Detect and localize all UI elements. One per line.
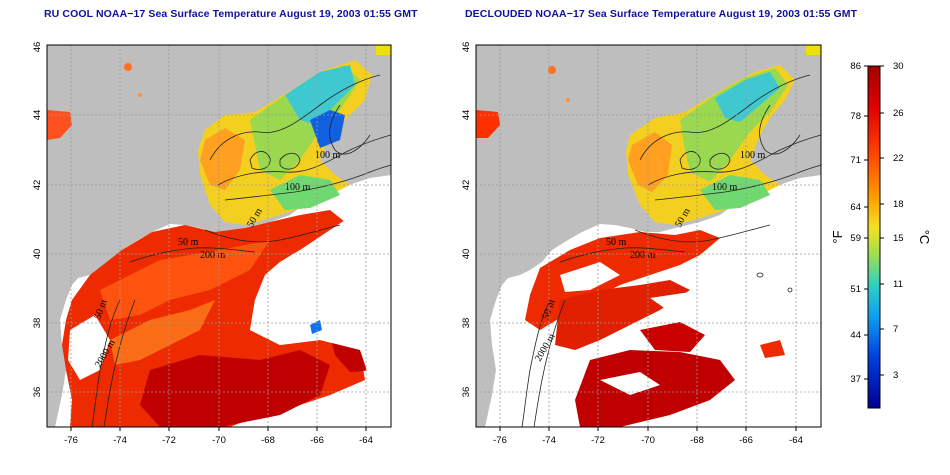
right-contour-label-100m-a: 100 m <box>740 150 766 161</box>
left-cloud-sw <box>68 315 110 380</box>
celsius-tick-label: 30 <box>893 61 904 72</box>
left-cloud-east <box>250 195 391 427</box>
left-graticule <box>47 45 391 427</box>
left-shelf-orange <box>200 128 245 190</box>
left-y-tick-label: 36 <box>32 387 43 398</box>
celsius-tick-label: 22 <box>893 153 904 164</box>
celsius-tick-label: 3 <box>893 370 898 381</box>
right-x-tick-labels: -76 -74 -72 -70 -68 -66 -64 <box>493 435 803 446</box>
colorbar: 86 78 71 64 59 51 44 37 30 26 22 18 15 1… <box>830 61 932 409</box>
fahrenheit-unit-label: °F <box>830 230 845 243</box>
colorbar-ticks <box>864 65 884 380</box>
colorbar-fahrenheit-labels: 86 78 71 64 59 51 44 37 <box>850 61 861 385</box>
right-x-tick-label: -66 <box>739 435 753 446</box>
right-deep-red-2 <box>640 322 705 352</box>
right-clear-patch-1 <box>560 262 620 292</box>
right-deep-red <box>575 350 735 427</box>
left-x-tick-label: -76 <box>64 435 78 446</box>
fahrenheit-tick-label: 78 <box>850 111 861 122</box>
right-dot-1 <box>548 66 556 74</box>
right-contour-label-100m-b: 100 m <box>712 182 738 193</box>
right-y-tick-label: 44 <box>461 110 472 121</box>
left-contour-label-100m-a: 100 m <box>315 150 341 161</box>
left-map-title: RU COOL NOAA−17 Sea Surface Temperature … <box>44 8 418 20</box>
celsius-tick-label: 26 <box>893 108 904 119</box>
right-contour-label-50m-b: 50 m <box>606 237 627 248</box>
left-warm-water-light <box>100 240 270 320</box>
right-map-title: DECLOUDED NOAA−17 Sea Surface Temperatur… <box>465 8 858 20</box>
celsius-tick-label: 7 <box>893 324 898 335</box>
right-dot-2 <box>566 98 570 102</box>
right-graticule <box>476 45 821 427</box>
left-shelf-cyan <box>285 65 355 125</box>
colorbar-celsius-labels: 30 26 22 18 15 11 7 3 <box>893 61 904 381</box>
left-orange-streaks <box>110 300 215 365</box>
right-x-tick-label: -74 <box>542 435 556 446</box>
right-bathymetry-contours <box>521 74 821 427</box>
fahrenheit-tick-label: 51 <box>850 284 861 295</box>
right-x-tick-label: -68 <box>690 435 704 446</box>
celsius-unit-label: °C <box>917 230 932 245</box>
right-y-tick-label: 38 <box>461 318 472 329</box>
fahrenheit-tick-label: 86 <box>850 61 861 72</box>
fahrenheit-tick-label: 64 <box>850 202 861 213</box>
right-shelf-cyan <box>715 72 780 122</box>
left-y-tick-label: 42 <box>32 180 43 191</box>
left-bay-green <box>270 175 340 210</box>
left-x-tick-label: -74 <box>113 435 127 446</box>
left-x-tick-labels: -76 -74 -72 -70 -68 -66 -64 <box>64 435 373 446</box>
fahrenheit-tick-label: 71 <box>850 155 861 166</box>
left-deep-red-patch <box>140 350 330 427</box>
left-contour-label-200m: 200 m <box>200 250 226 261</box>
right-x-axis <box>499 427 797 431</box>
left-shelf-blue <box>310 110 345 148</box>
left-blue-speck <box>310 320 322 334</box>
left-y-tick-label: 38 <box>32 318 43 329</box>
right-x-tick-label: -70 <box>641 435 655 446</box>
celsius-tick-label: 11 <box>893 279 903 290</box>
left-dot-1 <box>124 63 132 71</box>
right-y-tick-label: 46 <box>461 42 472 53</box>
left-x-tick-label: -66 <box>310 435 324 446</box>
celsius-tick-label: 18 <box>893 199 904 210</box>
right-clear-patch-3 <box>600 372 660 395</box>
right-x-tick-label: -64 <box>789 435 803 446</box>
fahrenheit-tick-label: 59 <box>850 233 861 244</box>
right-contour-label-200m: 200 m <box>630 250 656 261</box>
right-corner-yellow <box>806 45 821 55</box>
right-y-tick-labels: 36 38 40 42 44 46 <box>461 42 472 398</box>
left-island-patch <box>47 110 72 140</box>
right-y-tick-label: 36 <box>461 387 472 398</box>
right-y-tick-label: 42 <box>461 180 472 191</box>
right-clear-patch-2 <box>650 292 700 312</box>
right-left-island-patch <box>476 110 500 138</box>
right-map-panel: 100 m 100 m 50 m 50 m 200 m 50 m 2000 m <box>476 45 821 427</box>
left-x-tick-label: -72 <box>162 435 176 446</box>
right-x-tick-label: -76 <box>493 435 507 446</box>
left-x-tick-label: -64 <box>359 435 373 446</box>
left-x-tick-label: -68 <box>261 435 275 446</box>
left-contour-label-100m-b: 100 m <box>285 182 311 193</box>
right-bay-green <box>700 175 770 210</box>
left-x-axis <box>70 427 367 431</box>
left-map-panel: 100 m 100 m 50 m 50 m 200 m 50 m 2000 m <box>47 45 391 427</box>
left-y-tick-label: 44 <box>32 110 43 121</box>
colorbar-gradient <box>867 65 881 409</box>
left-x-tick-label: -70 <box>212 435 226 446</box>
fahrenheit-tick-label: 44 <box>850 330 861 341</box>
celsius-tick-label: 15 <box>893 233 904 244</box>
left-y-tick-label: 46 <box>32 42 43 53</box>
right-small-patch <box>760 340 785 358</box>
left-y-tick-labels: 36 38 40 42 44 46 <box>32 42 43 398</box>
left-bathymetry-contours <box>91 74 391 427</box>
right-y-tick-label: 40 <box>461 249 472 260</box>
right-shelf-orange <box>628 132 672 192</box>
left-dot-2 <box>138 93 142 97</box>
left-corner-yellow <box>376 45 391 55</box>
fahrenheit-tick-label: 37 <box>850 374 861 385</box>
left-contour-label-50m-b: 50 m <box>178 237 199 248</box>
left-y-tick-label: 40 <box>32 249 43 260</box>
right-x-tick-label: -72 <box>591 435 605 446</box>
